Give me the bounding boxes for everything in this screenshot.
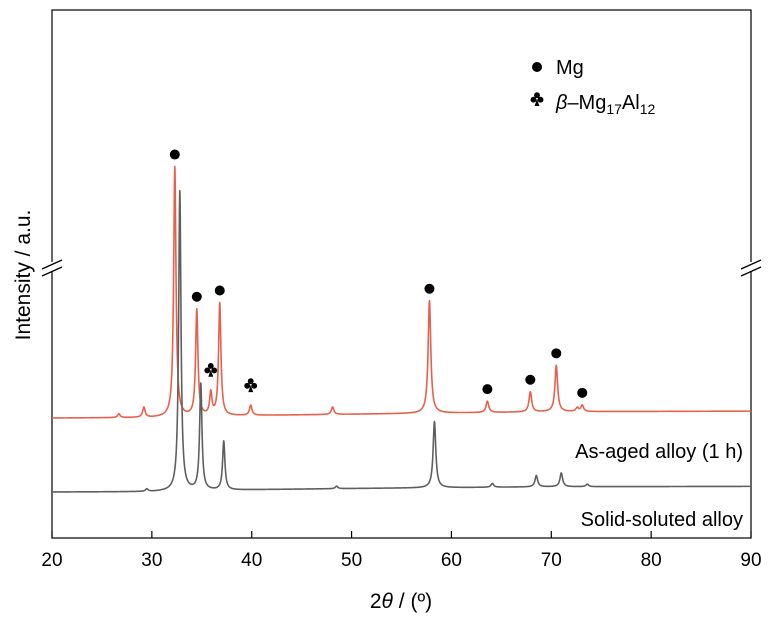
series-line-solid-soluted [51, 189, 752, 493]
mg-peak-marker [214, 285, 225, 296]
mg-peak-marker [525, 374, 536, 385]
mg-peak-marker [577, 387, 588, 398]
mg-peak-marker [424, 283, 435, 294]
legend: Mg β–Mg17Al12 [530, 57, 656, 117]
mg-peak-marker [169, 149, 180, 160]
legend-label-beta: β–Mg17Al12 [555, 92, 656, 117]
series-line-as-aged [51, 165, 752, 419]
series-label-as-aged: As-aged alloy (1 h) [575, 441, 743, 463]
axis-break-left [41, 259, 63, 277]
mg-peak-marker [551, 348, 562, 359]
legend-club-shape [530, 92, 544, 106]
x-tick-label-90: 90 [740, 550, 761, 571]
x-axis-title: 2θ / (º) [370, 590, 432, 613]
x-tick-label-60: 60 [441, 550, 462, 571]
markers-layer [169, 149, 588, 398]
y-axis-title: Intensity / a.u. [12, 210, 35, 341]
legend-marker-mg [532, 62, 542, 72]
beta-peak-marker [244, 378, 258, 393]
plot-area [51, 165, 752, 493]
x-ticks: 20 30 40 50 60 70 80 90 [41, 531, 762, 571]
x-tick-label-70: 70 [541, 550, 562, 571]
mg-peak-marker [191, 291, 202, 302]
legend-label-mg: Mg [556, 57, 584, 79]
legend-marker-beta [530, 92, 544, 106]
axis-break-right [740, 259, 762, 277]
x-tick-label-80: 80 [641, 550, 662, 571]
plot-frame [51, 9, 752, 539]
mg-peak-marker [482, 384, 493, 395]
x-tick-label-20: 20 [41, 550, 62, 571]
x-tick-label-50: 50 [341, 550, 362, 571]
x-tick-label-40: 40 [241, 550, 262, 571]
x-tick-label-30: 30 [141, 550, 162, 571]
beta-peak-marker [204, 362, 218, 377]
series-label-solid-soluted: Solid-soluted alloy [581, 509, 743, 531]
